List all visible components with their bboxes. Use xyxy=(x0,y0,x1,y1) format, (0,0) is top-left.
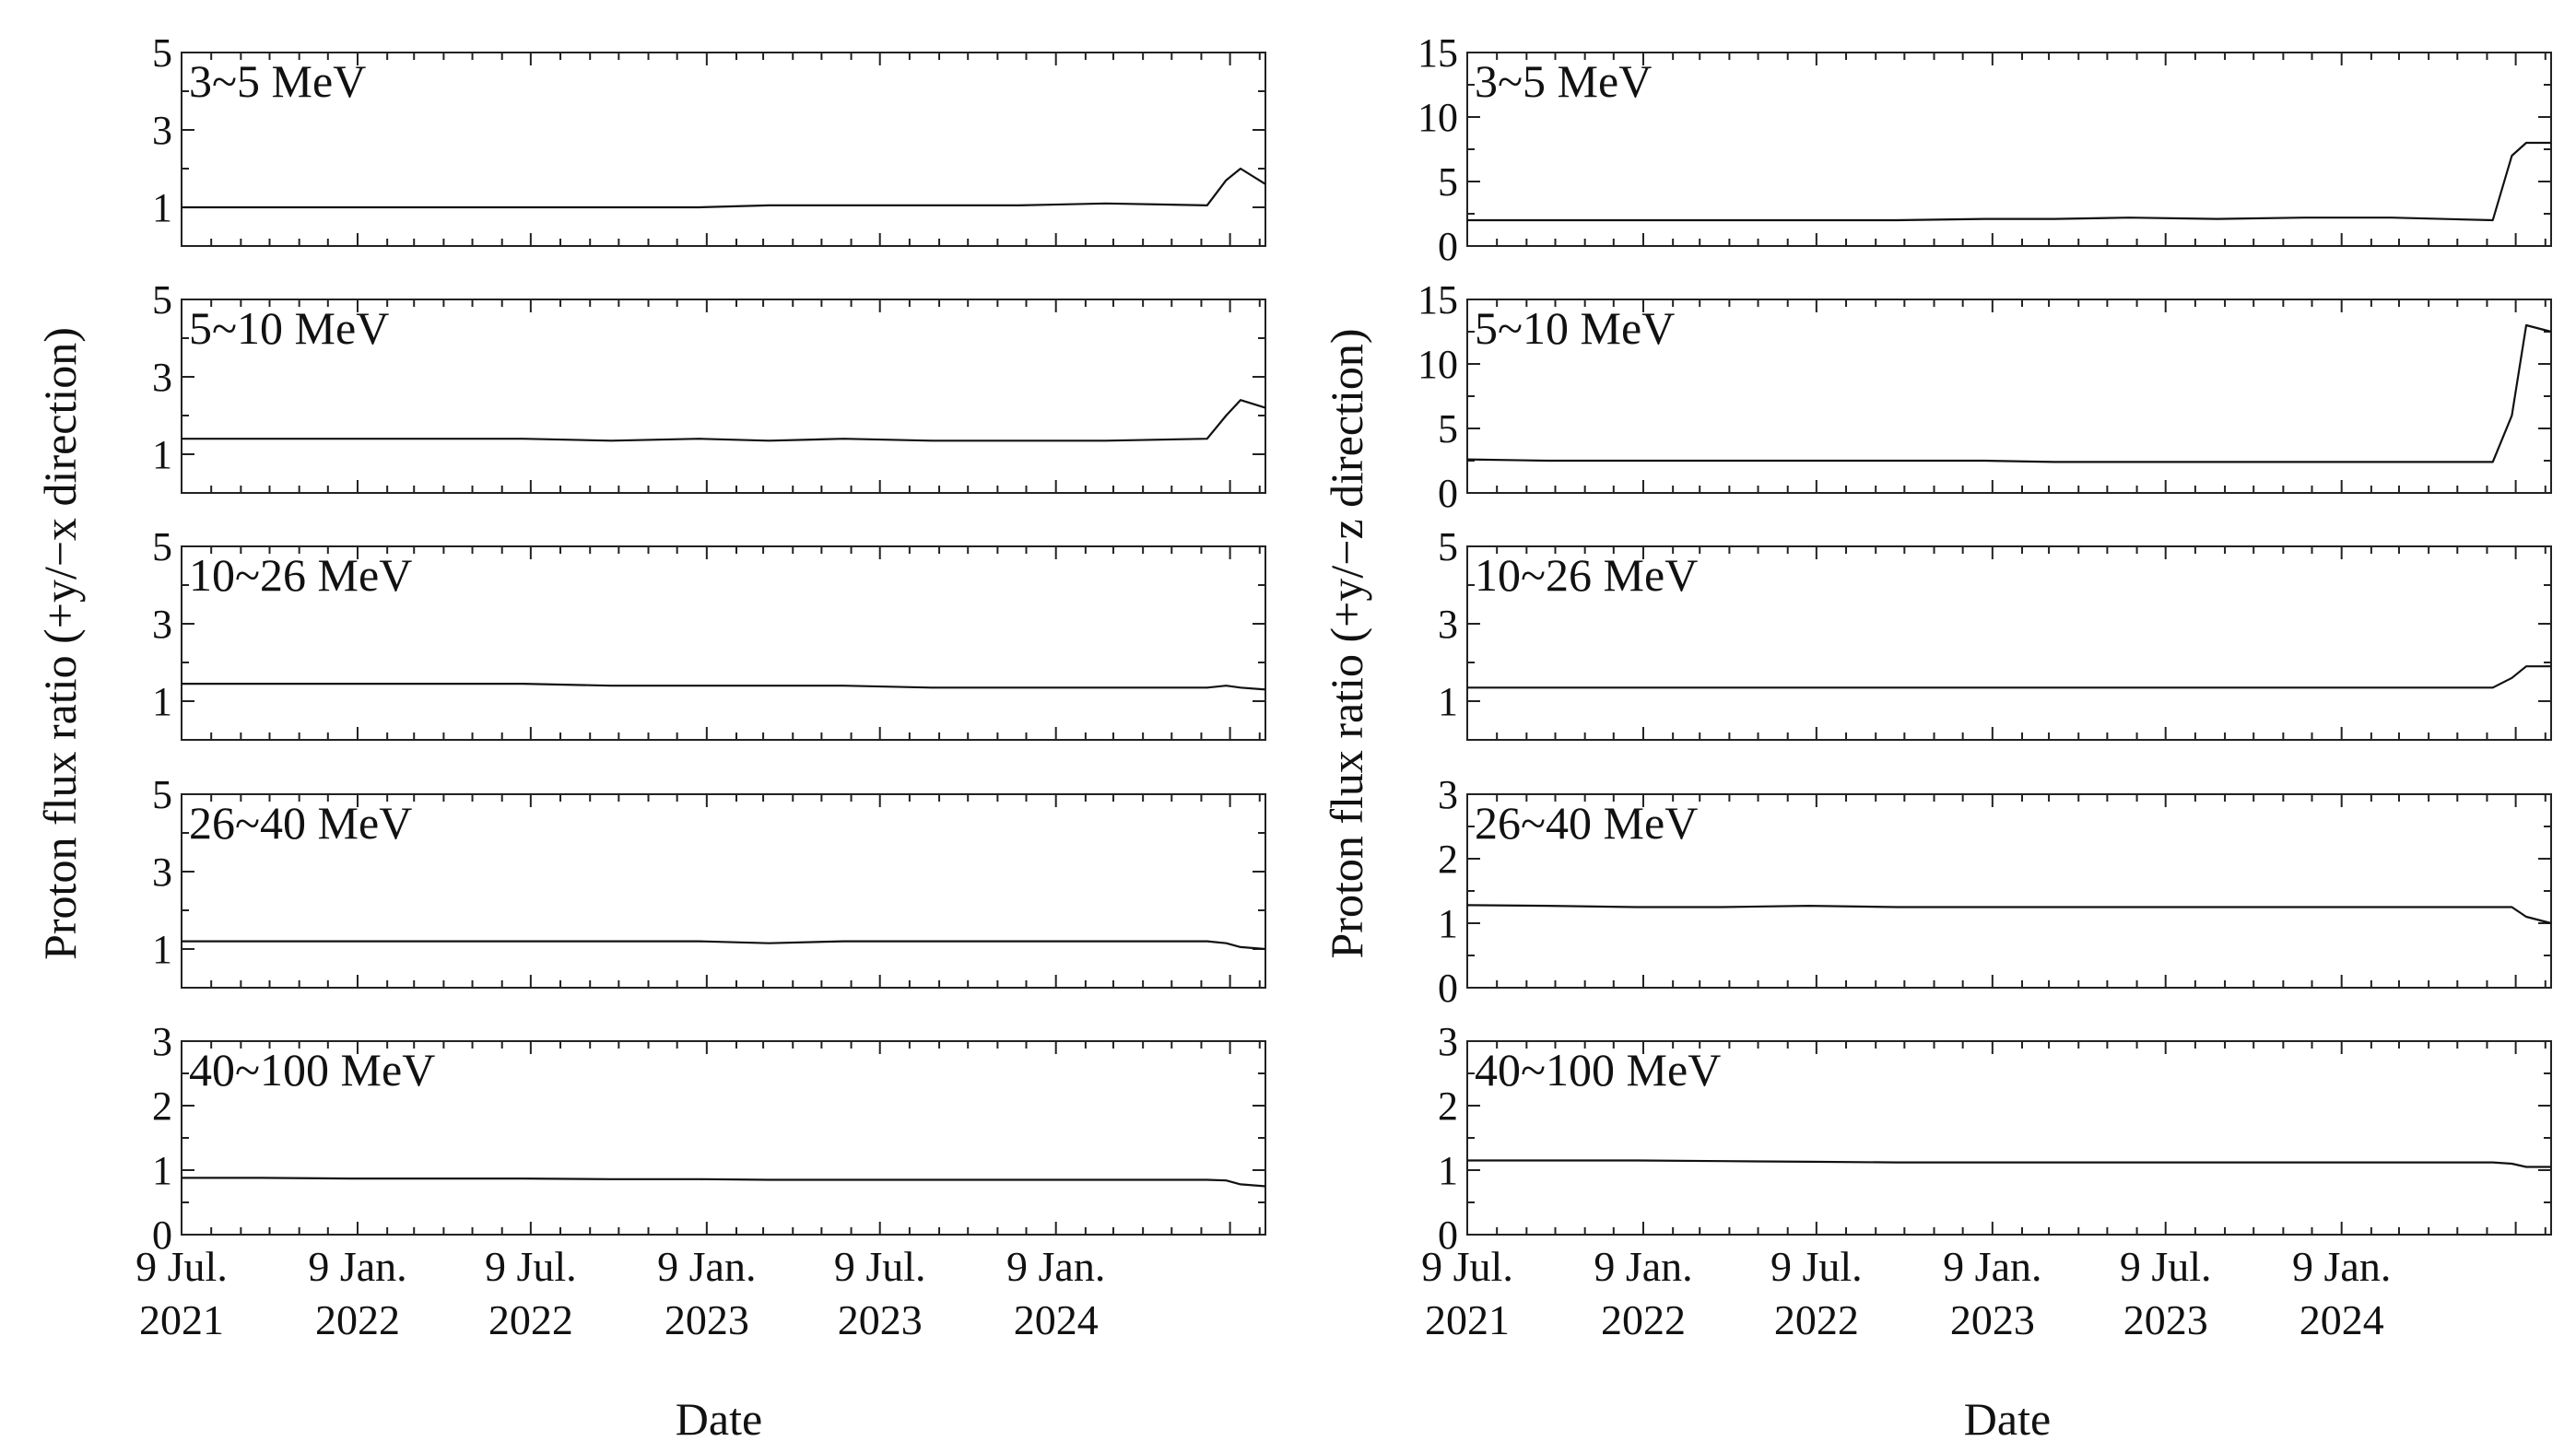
panel-0-4: 0 1 2 3 40~100 MeV xyxy=(152,1019,1265,1258)
x-axis-label: Date xyxy=(676,1393,762,1445)
panel-label: 26~40 MeV xyxy=(189,797,412,849)
y-tick-label: 3 xyxy=(1438,602,1458,647)
panel-1-3: 0 1 2 3 26~40 MeV xyxy=(1438,772,2551,1011)
chart-left: 1 3 5 3~5 MeV 1 3 5 5~10 MeV 1 3 5 10~26 MeV 1 3 5 26~4… xyxy=(34,30,1265,1445)
panel-1-2: 1 3 5 10~26 MeV xyxy=(1438,524,2551,740)
series-line xyxy=(1467,143,2551,220)
y-tick-label: 1 xyxy=(152,185,172,230)
panel-0-1: 1 3 5 5~10 MeV xyxy=(152,277,1265,493)
x-tick-label-year: 2022 xyxy=(1774,1296,1859,1343)
x-tick-label-year: 2024 xyxy=(2300,1296,2384,1343)
x-tick-label: 9 Jul. xyxy=(485,1243,577,1290)
x-tick-label-year: 2024 xyxy=(1014,1296,1099,1343)
y-tick-label: 1 xyxy=(1438,1148,1458,1193)
x-tick-label-year: 2023 xyxy=(2123,1296,2208,1343)
x-tick-label: 9 Jul. xyxy=(834,1243,926,1290)
y-tick-label: 2 xyxy=(1438,1084,1458,1129)
x-tick-label: 9 Jul. xyxy=(135,1243,228,1290)
x-tick-label: 9 Jan. xyxy=(1594,1243,1692,1290)
y-tick-label: 15 xyxy=(1417,30,1458,76)
x-tick-label-year: 2021 xyxy=(1425,1296,1510,1343)
x-tick-label: 9 Jul. xyxy=(1770,1243,1863,1290)
y-tick-label: 5 xyxy=(152,277,172,322)
y-tick-label: 3 xyxy=(152,602,172,647)
x-axis-label: Date xyxy=(1964,1393,2051,1445)
panel-label: 26~40 MeV xyxy=(1475,797,1698,849)
series-line xyxy=(1467,666,2551,687)
y-tick-label: 1 xyxy=(152,432,172,477)
panel-label: 40~100 MeV xyxy=(189,1044,435,1096)
x-tick-label-year: 2023 xyxy=(838,1296,923,1343)
y-tick-label: 5 xyxy=(152,772,172,817)
x-tick-label: 9 Jul. xyxy=(1421,1243,1513,1290)
y-axis-label: Proton flux ratio (+y/−x direction) xyxy=(34,327,86,960)
y-tick-label: 0 xyxy=(1438,224,1458,269)
series-line xyxy=(182,684,1265,689)
series-line xyxy=(1467,1161,2551,1167)
y-axis-label: Proton flux ratio (+y/−z direction) xyxy=(1321,328,1372,958)
y-tick-label: 0 xyxy=(1438,966,1458,1011)
x-tick-label-year: 2022 xyxy=(1601,1296,1686,1343)
y-tick-label: 2 xyxy=(1438,837,1458,882)
y-tick-label: 3 xyxy=(1438,772,1458,817)
y-tick-label: 5 xyxy=(152,30,172,76)
y-tick-label: 5 xyxy=(152,524,172,569)
panel-label: 10~26 MeV xyxy=(189,549,412,601)
y-tick-label: 3 xyxy=(1438,1019,1458,1064)
series-line xyxy=(182,400,1265,440)
y-tick-label: 10 xyxy=(1417,342,1458,387)
x-tick-label: 9 Jan. xyxy=(2292,1243,2391,1290)
panel-label: 5~10 MeV xyxy=(189,302,389,354)
series-line xyxy=(1467,905,2551,923)
x-tick-label: 9 Jan. xyxy=(657,1243,756,1290)
x-tick-label: 9 Jan. xyxy=(308,1243,406,1290)
y-tick-label: 1 xyxy=(152,927,172,972)
y-tick-label: 1 xyxy=(152,679,172,724)
y-tick-label: 5 xyxy=(1438,524,1458,569)
y-tick-label: 0 xyxy=(1438,471,1458,516)
series-line xyxy=(182,942,1265,949)
panel-label: 3~5 MeV xyxy=(1475,55,1652,107)
panel-1-0: 0 5 10 15 3~5 MeV xyxy=(1417,30,2551,269)
y-tick-label: 5 xyxy=(1438,406,1458,451)
x-tick-label: 9 Jan. xyxy=(1943,1243,2041,1290)
panel-label: 10~26 MeV xyxy=(1475,549,1698,601)
panel-1-1: 0 5 10 15 5~10 MeV xyxy=(1417,277,2551,516)
y-tick-label: 5 xyxy=(1438,159,1458,205)
y-tick-label: 3 xyxy=(152,1019,172,1064)
y-tick-label: 3 xyxy=(152,108,172,153)
panel-label: 5~10 MeV xyxy=(1475,302,1675,354)
y-tick-label: 15 xyxy=(1417,277,1458,322)
panel-1-4: 0 1 2 3 40~100 MeV xyxy=(1438,1019,2551,1258)
x-tick-label: 9 Jan. xyxy=(1006,1243,1105,1290)
x-tick-label-year: 2022 xyxy=(488,1296,573,1343)
series-line xyxy=(182,1178,1265,1186)
panel-0-0: 1 3 5 3~5 MeV xyxy=(152,30,1265,246)
y-tick-label: 2 xyxy=(152,1084,172,1129)
y-tick-label: 3 xyxy=(152,355,172,400)
series-line xyxy=(182,169,1265,207)
y-tick-label: 1 xyxy=(1438,901,1458,946)
x-tick-label-year: 2023 xyxy=(665,1296,749,1343)
panel-0-3: 1 3 5 26~40 MeV xyxy=(152,772,1265,988)
y-tick-label: 1 xyxy=(152,1148,172,1193)
x-tick-label: 9 Jul. xyxy=(2120,1243,2212,1290)
panel-0-2: 1 3 5 10~26 MeV xyxy=(152,524,1265,740)
panel-label: 3~5 MeV xyxy=(189,55,366,107)
x-tick-label-year: 2021 xyxy=(139,1296,224,1343)
y-tick-label: 3 xyxy=(152,850,172,895)
y-tick-label: 1 xyxy=(1438,679,1458,724)
panel-label: 40~100 MeV xyxy=(1475,1044,1721,1096)
x-tick-label-year: 2023 xyxy=(1950,1296,2035,1343)
x-tick-label-year: 2022 xyxy=(315,1296,400,1343)
y-tick-label: 10 xyxy=(1417,95,1458,140)
